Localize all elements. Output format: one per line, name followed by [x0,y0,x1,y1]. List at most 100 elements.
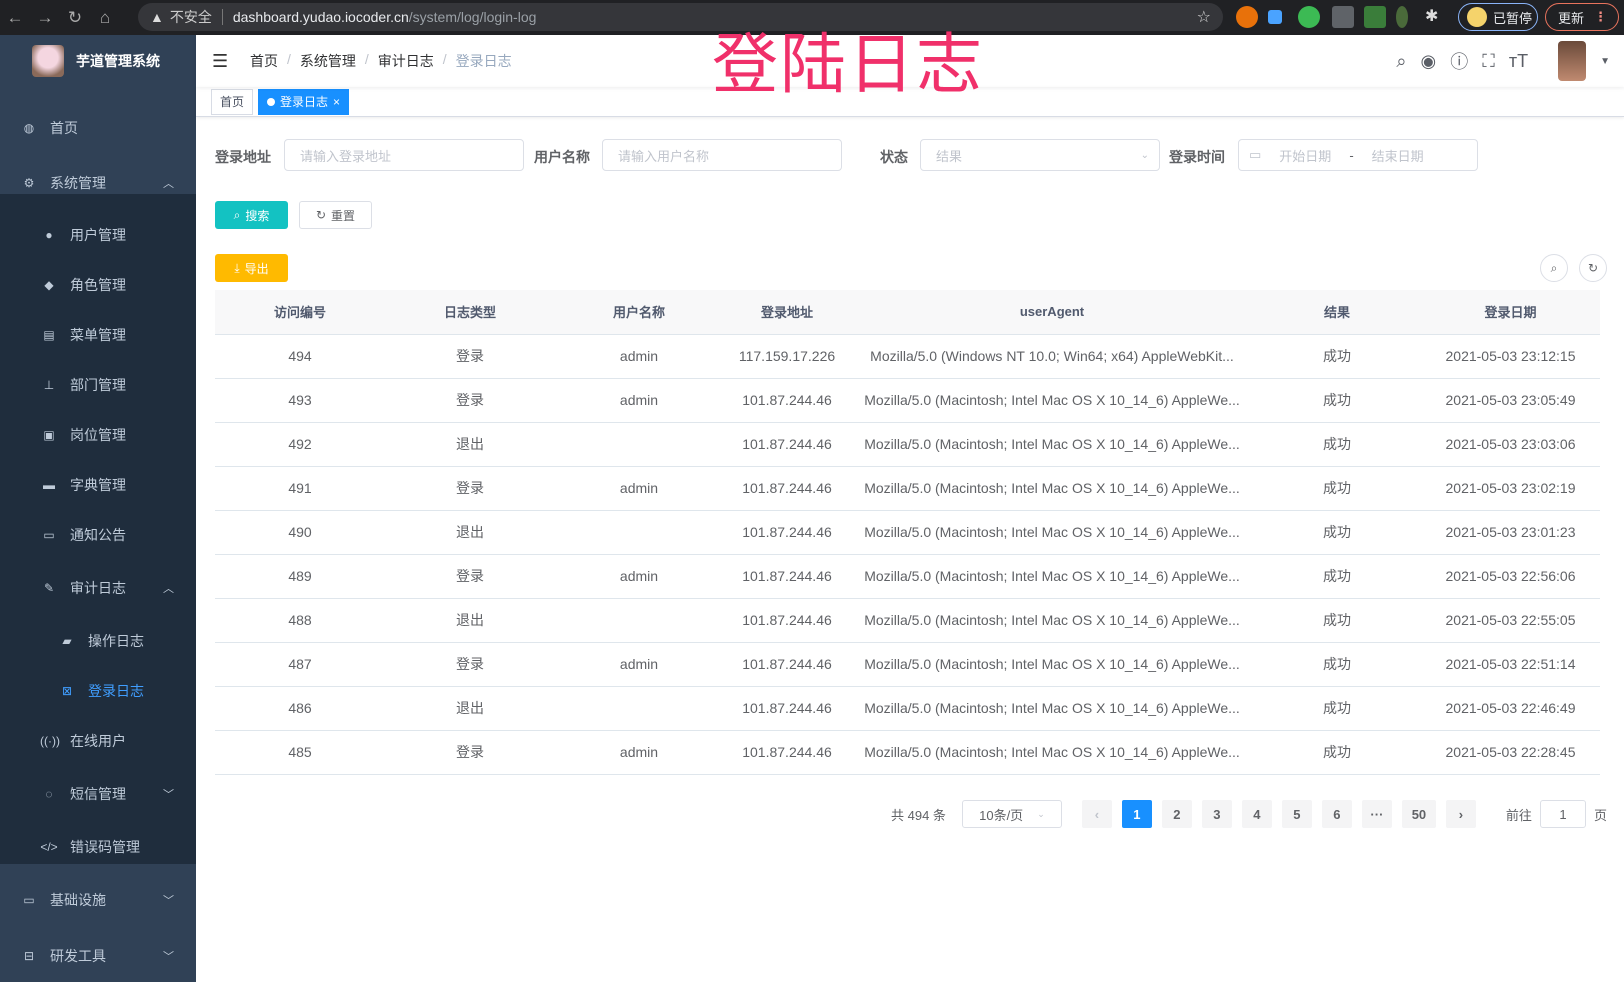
forward-icon[interactable]: → [36,7,54,27]
question-icon[interactable]: ⓘ [1450,52,1469,72]
table-cell [555,686,723,731]
home-icon[interactable]: ⌂ [99,7,111,27]
sidebar-item-label: 短信管理 [70,786,126,802]
sidebar-item[interactable]: </> 错误码管理 [0,822,196,872]
puzzle-icon[interactable]: ✱ [1425,8,1439,25]
next-page-button[interactable]: › [1445,800,1476,828]
page-button[interactable]: 1 [1121,800,1152,828]
breadcrumb-item[interactable]: 首页 [250,53,278,69]
caret-down-icon[interactable]: ▼ [1600,55,1610,67]
extension-icon[interactable] [1364,6,1386,28]
extension-icon[interactable] [1236,6,1258,28]
goto-label: 前往 [1505,807,1532,823]
export-button[interactable]: ⤓ 导出 [215,254,288,282]
page-button[interactable]: 6 [1321,800,1352,828]
sidebar-item[interactable]: ▬ 字典管理 [0,460,196,510]
table-cell: Mozilla/5.0 (Macintosh; Intel Mac OS X 1… [851,422,1253,467]
status-label: 状态 [880,149,908,165]
url-host: dashboard.yudao.iocoder.cn [232,9,409,25]
page-size-select[interactable]: 10条/页 ⌄ [961,800,1062,828]
address-bar[interactable]: ▲ 不安全 dashboard.yudao.iocoder.cn/system/… [138,3,1223,31]
search-button[interactable]: ⌕ 搜索 [215,201,288,229]
tag-home[interactable]: 首页 [211,88,254,115]
sidebar-item[interactable]: ⊠ 登录日志 [0,666,196,716]
profile-button[interactable]: 已暂停 [1458,3,1538,31]
close-icon[interactable]: × [333,94,341,109]
sidebar-item[interactable]: ⊥ 部门管理 [0,360,196,410]
sidebar-item[interactable]: ▭ 基础设施 ﹀ [0,875,196,925]
prev-page-button[interactable]: ‹ [1081,800,1112,828]
sidebar-item[interactable]: ▭ 通知公告 [0,510,196,560]
paused-label: 已暂停 [1493,10,1533,26]
extension-icon[interactable] [1332,6,1354,28]
security-label: 不安全 [169,9,212,25]
refresh-icon: ↻ [315,208,327,222]
sidebar-item-label: 研发工具 [50,948,106,964]
back-icon[interactable]: ← [6,7,24,27]
table-cell: admin [555,466,723,511]
breadcrumb-item[interactable]: 审计日志 [377,53,434,69]
table-cell: 退出 [385,598,555,643]
bookmark-star-icon[interactable]: ☆ [1196,9,1211,26]
table-cell: 101.87.244.46 [723,642,851,687]
chevron-down-icon: ﹀ [163,895,174,907]
sidebar-item[interactable]: ▣ 岗位管理 [0,410,196,460]
placeholder: 请输入用户名称 [618,148,710,164]
placeholder: 请输入登录地址 [300,148,392,164]
fullscreen-icon[interactable]: ⛶ [1482,50,1495,71]
code-icon: </> [40,840,58,854]
sidebar-item[interactable]: ◍ 首页 [0,103,196,153]
status-select[interactable]: 结果 ⌄ [920,139,1160,171]
sidebar-item[interactable]: ▤ 菜单管理 [0,310,196,360]
breadcrumb-item[interactable]: 系统管理 [299,53,356,69]
table-cell: 101.87.244.46 [723,422,851,467]
refresh-icon[interactable]: ↻ [1579,254,1607,282]
page-button[interactable]: 4 [1241,800,1272,828]
calendar-icon: ▭ [1249,147,1262,162]
extension-icon[interactable] [1396,6,1408,28]
hamburger-icon[interactable]: ☰ [212,50,229,71]
extension-icon[interactable] [1268,10,1282,24]
goto-page-input[interactable]: 1 [1539,800,1586,828]
font-size-icon[interactable]: ᴛT [1508,50,1529,71]
chevron-up-icon: ︿ [163,178,174,190]
date-range-picker[interactable]: ▭ 开始日期 - 结束日期 [1238,139,1478,171]
column-header: 登录日期 [1421,290,1600,335]
table-cell: 成功 [1253,422,1421,467]
username-input[interactable]: 请输入用户名称 [602,139,842,171]
table-row: 485 登录 admin 101.87.244.46 Mozilla/5.0 (Maci… [215,730,1600,775]
page-button[interactable]: 5 [1281,800,1312,828]
toggle-search-icon[interactable]: ⌕ [1540,254,1568,282]
page-button[interactable]: 2 [1161,800,1192,828]
table-row: 490 退出 101.87.244.46 Mozilla/5.0 (Macintosh… [215,510,1600,555]
github-icon[interactable]: ◉ [1420,50,1437,71]
sidebar-item-label: 操作日志 [88,633,144,649]
sidebar-item[interactable]: ✎ 审计日志 ︿ [0,563,196,613]
sidebar-item-label: 菜单管理 [70,327,126,343]
breadcrumb: 首页 / 系统管理 / 审计日志 / 登录日志 [250,51,512,69]
page-button[interactable]: ··· [1361,800,1392,828]
sidebar-item[interactable]: ⚙ 系统管理 ︿ [0,158,196,208]
extension-icon[interactable] [1298,6,1320,28]
table-cell: 2021-05-03 23:01:23 [1421,510,1600,555]
search-label: 搜索 [245,208,270,223]
update-button[interactable]: 更新 ⋮ [1545,3,1619,31]
sidebar-item[interactable]: ◆ 角色管理 [0,260,196,310]
sidebar-item[interactable]: ◌ 短信管理 ﹀ [0,769,196,819]
sidebar-item[interactable]: ▰ 操作日志 [0,616,196,666]
tag-login-log[interactable]: 登录日志 × [258,88,350,115]
sidebar-item[interactable]: ● 用户管理 [0,210,196,260]
sidebar-item[interactable]: ((·)) 在线用户 [0,716,196,766]
reset-button[interactable]: ↻ 重置 [299,201,372,229]
address-input[interactable]: 请输入登录地址 [284,139,524,171]
search-icon[interactable]: ⌕ [1396,50,1407,71]
avatar[interactable] [1558,41,1587,81]
table-cell: 101.87.244.46 [723,730,851,775]
reload-icon[interactable]: ↻ [67,7,83,27]
logo[interactable]: 芋道管理系统 [0,35,196,87]
table-cell: 101.87.244.46 [723,554,851,599]
page-button[interactable]: 50 [1401,800,1436,828]
sidebar-item-label: 岗位管理 [70,427,126,443]
page-button[interactable]: 3 [1201,800,1232,828]
sidebar-item[interactable]: ⊟ 研发工具 ﹀ [0,931,196,981]
